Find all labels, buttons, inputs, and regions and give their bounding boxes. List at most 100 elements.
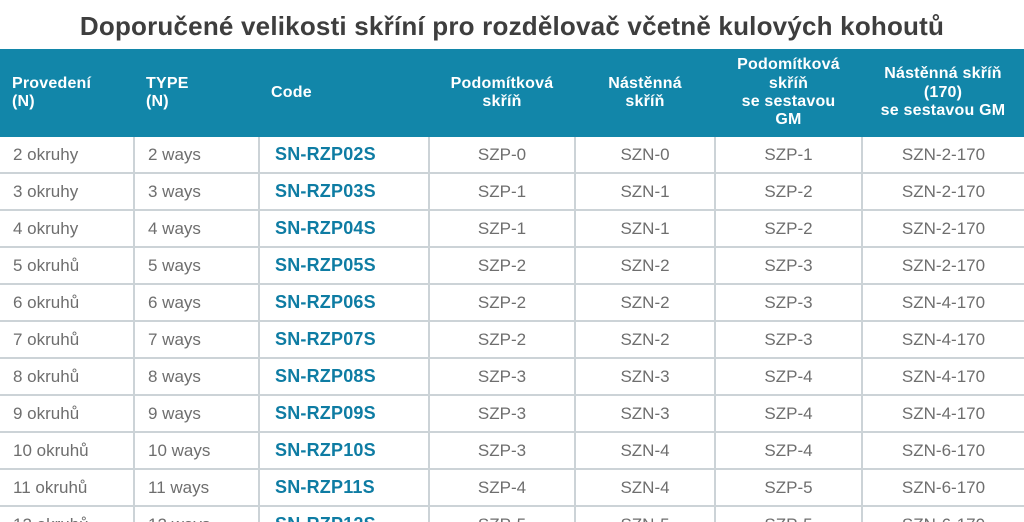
column-header-nastenna-170-gm: Nástěnná skříň (170) se sestavou GM [862,49,1024,137]
cell-szn: SZN-1 [574,209,716,248]
cell-szp: SZP-5 [428,505,576,522]
cell-szn-170: SZN-6-170 [861,505,1024,522]
cell-szn-170: SZN-2-170 [861,172,1024,211]
cell-type: 7 ways [133,320,260,359]
cell-type: 8 ways [133,357,260,396]
cell-szp-gm: SZP-3 [714,246,863,285]
code-link[interactable]: SN-RZP10S [258,431,430,470]
cell-szn-170: SZN-4-170 [861,357,1024,396]
page-title: Doporučené velikosti skříní pro rozdělov… [79,11,945,41]
cell-szn: SZN-1 [574,172,716,211]
cell-provedeni: 12 okruhů [0,505,135,522]
cell-provedeni: 10 okruhů [0,431,135,470]
table-row: 10 okruhů 10 ways SN-RZP10S SZP-3 SZN-4 … [0,431,1024,470]
header-row: Provedení (N) TYPE (N) Code Podomítková … [0,49,1024,137]
cell-szp: SZP-2 [428,246,576,285]
table-row: 8 okruhů 8 ways SN-RZP08S SZP-3 SZN-3 SZ… [0,357,1024,396]
cell-szp-gm: SZP-4 [714,431,863,470]
cell-szp: SZP-2 [428,283,576,322]
table-row: 11 okruhů 11 ways SN-RZP11S SZP-4 SZN-4 … [0,468,1024,507]
cell-szp: SZP-3 [428,394,576,433]
cell-szn-170: SZN-4-170 [861,394,1024,433]
table-row: 3 okruhy 3 ways SN-RZP03S SZP-1 SZN-1 SZ… [0,172,1024,211]
code-link[interactable]: SN-RZP09S [258,394,430,433]
cell-szn-170: SZN-6-170 [861,431,1024,470]
table-row: 9 okruhů 9 ways SN-RZP09S SZP-3 SZN-3 SZ… [0,394,1024,433]
cell-szn: SZN-3 [574,357,716,396]
column-header-type: TYPE (N) [134,49,259,137]
cell-szp-gm: SZP-5 [714,468,863,507]
cell-szn: SZN-2 [574,320,716,359]
cell-szp-gm: SZP-3 [714,283,863,322]
table-body: 2 okruhy 2 ways SN-RZP02S SZP-0 SZN-0 SZ… [0,137,1024,522]
cell-szp-gm: SZP-2 [714,209,863,248]
cell-szn-170: SZN-6-170 [861,468,1024,507]
cell-provedeni: 9 okruhů [0,394,135,433]
cell-szp: SZP-0 [428,137,576,174]
table-row: 12 okruhů 12 ways SN-RZP12S SZP-5 SZN-5 … [0,505,1024,522]
table-row: 2 okruhy 2 ways SN-RZP02S SZP-0 SZN-0 SZ… [0,137,1024,174]
code-link[interactable]: SN-RZP06S [258,283,430,322]
table-row: 7 okruhů 7 ways SN-RZP07S SZP-2 SZN-2 SZ… [0,320,1024,359]
cell-szn: SZN-2 [574,283,716,322]
code-link[interactable]: SN-RZP02S [258,137,430,174]
cell-szp: SZP-4 [428,468,576,507]
cell-provedeni: 3 okruhy [0,172,135,211]
column-header-podomitkova-skrin: Podomítková skříň [429,49,575,137]
cell-provedeni: 2 okruhy [0,137,135,174]
cell-szn: SZN-4 [574,431,716,470]
table-row: 6 okruhů 6 ways SN-RZP06S SZP-2 SZN-2 SZ… [0,283,1024,322]
cell-szp: SZP-1 [428,209,576,248]
cell-provedeni: 8 okruhů [0,357,135,396]
column-header-code: Code [259,49,429,137]
cell-szp-gm: SZP-2 [714,172,863,211]
cell-szp: SZP-3 [428,357,576,396]
cell-type: 5 ways [133,246,260,285]
cell-type: 2 ways [133,137,260,174]
cell-szp-gm: SZP-4 [714,357,863,396]
cell-type: 3 ways [133,172,260,211]
cell-type: 12 ways [133,505,260,522]
code-link[interactable]: SN-RZP07S [258,320,430,359]
table-row: 5 okruhů 5 ways SN-RZP05S SZP-2 SZN-2 SZ… [0,246,1024,285]
cell-provedeni: 7 okruhů [0,320,135,359]
code-link[interactable]: SN-RZP11S [258,468,430,507]
cell-provedeni: 6 okruhů [0,283,135,322]
cell-type: 6 ways [133,283,260,322]
cell-type: 4 ways [133,209,260,248]
cell-szp-gm: SZP-5 [714,505,863,522]
cell-szp-gm: SZP-3 [714,320,863,359]
code-link[interactable]: SN-RZP04S [258,209,430,248]
column-header-provedeni: Provedení (N) [0,49,134,137]
cell-szn: SZN-2 [574,246,716,285]
cell-szp: SZP-2 [428,320,576,359]
cell-szp: SZP-3 [428,431,576,470]
cell-szp-gm: SZP-4 [714,394,863,433]
cell-szn: SZN-0 [574,137,716,174]
cell-szn: SZN-5 [574,505,716,522]
cell-szn-170: SZN-4-170 [861,320,1024,359]
cell-szn-170: SZN-2-170 [861,209,1024,248]
cell-szn: SZN-4 [574,468,716,507]
code-link[interactable]: SN-RZP12S [258,505,430,522]
code-link[interactable]: SN-RZP08S [258,357,430,396]
cell-provedeni: 5 okruhů [0,246,135,285]
table-row: 4 okruhy 4 ways SN-RZP04S SZP-1 SZN-1 SZ… [0,209,1024,248]
cell-szn-170: SZN-2-170 [861,246,1024,285]
table-header: Provedení (N) TYPE (N) Code Podomítková … [0,49,1024,137]
cell-type: 11 ways [133,468,260,507]
cell-szp-gm: SZP-1 [714,137,863,174]
cell-type: 10 ways [133,431,260,470]
cell-szn-170: SZN-4-170 [861,283,1024,322]
code-link[interactable]: SN-RZP03S [258,172,430,211]
cell-type: 9 ways [133,394,260,433]
cell-provedeni: 11 okruhů [0,468,135,507]
column-header-podomitkova-gm: Podomítková skříň se sestavou GM [715,49,862,137]
column-header-nastenna-skrin: Nástěnná skříň [575,49,715,137]
code-link[interactable]: SN-RZP05S [258,246,430,285]
cabinet-sizes-table: Provedení (N) TYPE (N) Code Podomítková … [0,49,1024,522]
cell-szn-170: SZN-2-170 [861,137,1024,174]
cell-szn: SZN-3 [574,394,716,433]
cell-provedeni: 4 okruhy [0,209,135,248]
cell-szp: SZP-1 [428,172,576,211]
